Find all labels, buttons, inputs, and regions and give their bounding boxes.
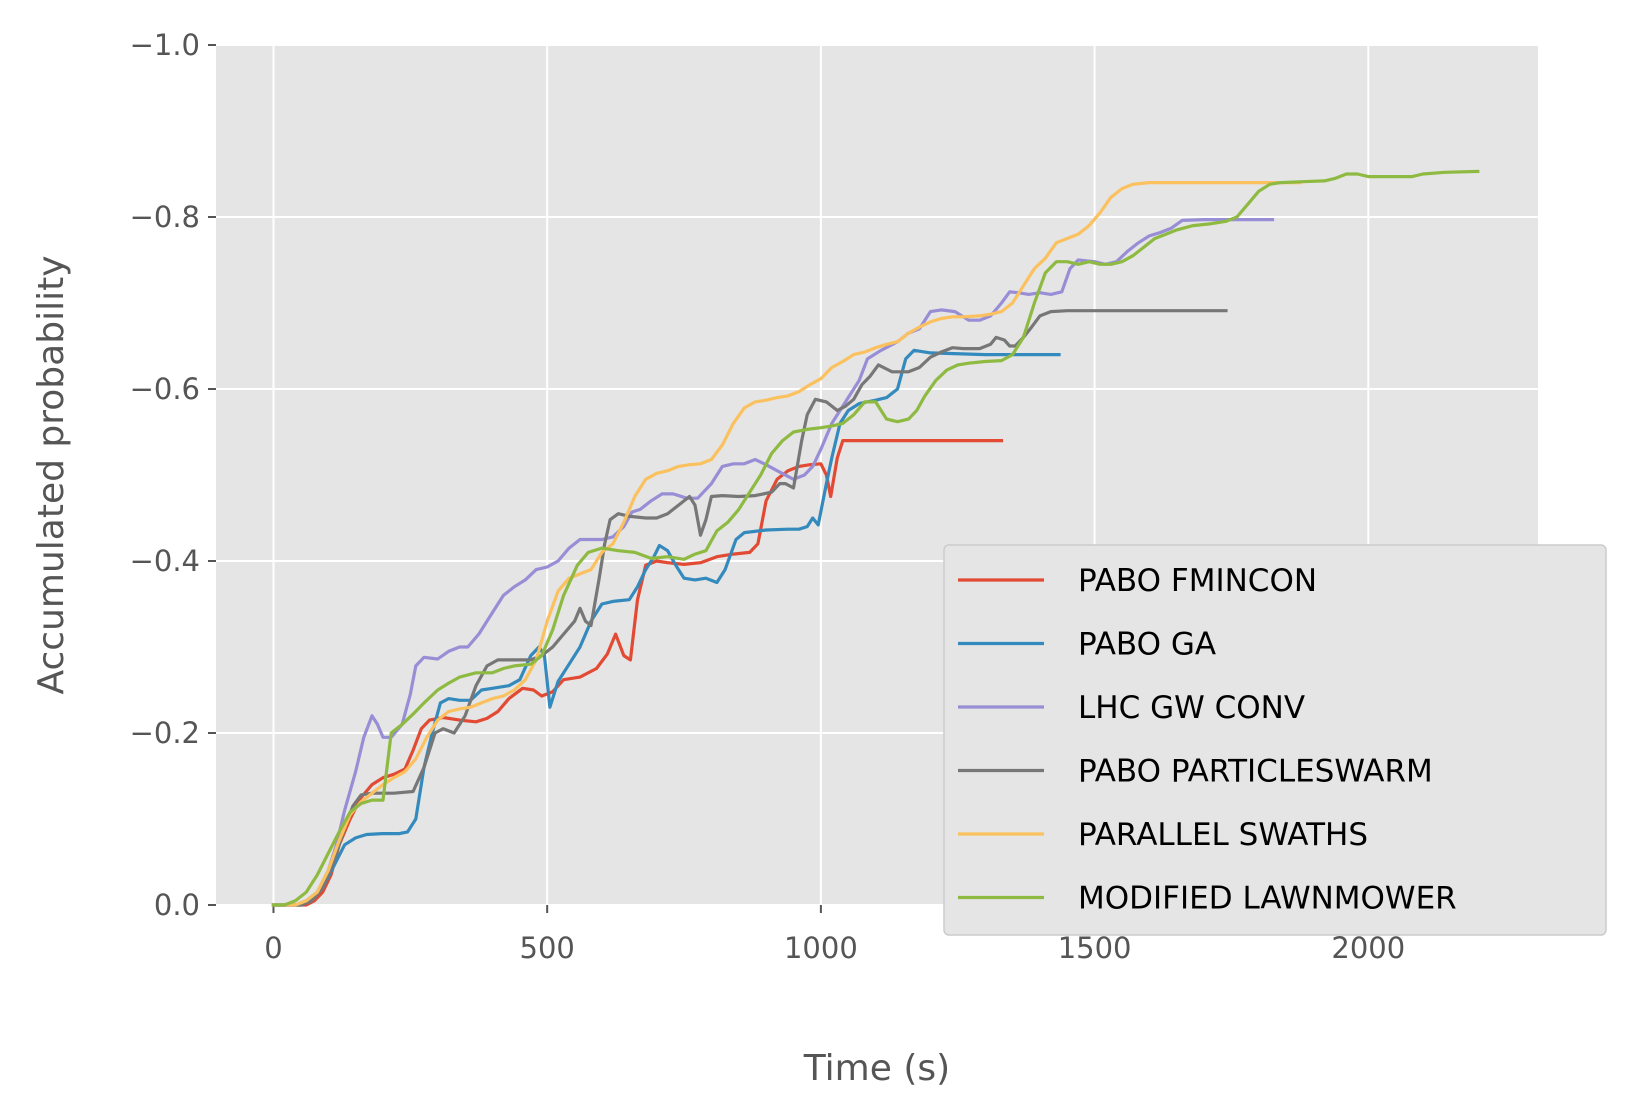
y-tick-label: −1.0 [130,28,200,62]
axes: 0 500 1000 1500 2000 0.0 −0.2 −0.4 −0.6 −0.8 −1.0 [130,28,1406,965]
series-line [271,348,1061,907]
y-tick-label: 0.0 [154,888,200,922]
y-axis-label: Accumulated probability [31,256,72,695]
x-tick-label: 0 [264,931,282,965]
grid-lines [216,44,1538,906]
legend-box [943,544,1607,936]
series-line [271,181,1302,907]
x-tick-label: 1000 [784,931,858,965]
legend-entry-label: PARALLEL SWATHS [1078,817,1368,853]
legend-entry-label: PABO FMINCON [1078,563,1317,599]
legend-entry-label: LHC GW CONV [1078,690,1305,726]
series-line [271,218,1275,907]
y-tick-label: −0.2 [130,716,200,750]
legend-entry-label: MODIFIED LAWNMOWER [1078,881,1457,917]
legend-entry-label: PABO GA [1078,627,1216,663]
x-tick-label: 1500 [1058,931,1132,965]
y-tick-label: −0.8 [130,200,200,234]
series-line [271,169,1480,907]
y-tick-label: −0.6 [130,372,200,406]
legend-entry-label: PABO PARTICLESWARM [1078,754,1433,790]
series-line [271,309,1228,907]
series-group [271,169,1480,907]
legend: PABO FMINCON PABO GA LHC GW CONV PABO PARTI… [943,544,1607,936]
x-tick-label: 2000 [1331,931,1405,965]
y-tick-label: −0.4 [130,544,200,578]
x-axis-label: Time (s) [803,1048,950,1089]
x-tick-label: 500 [520,931,575,965]
